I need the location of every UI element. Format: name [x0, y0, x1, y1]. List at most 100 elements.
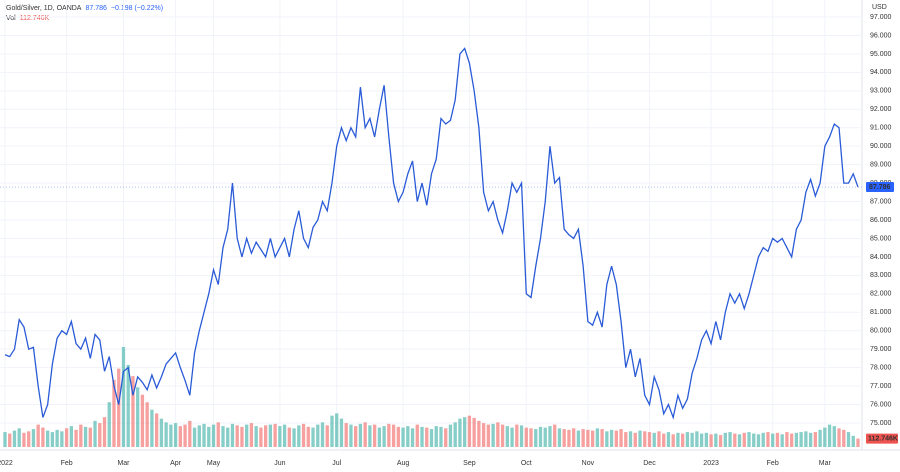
volume-bar: [785, 432, 789, 447]
volume-bar: [98, 423, 102, 447]
x-tick-label: May: [207, 460, 221, 467]
volume-bar: [704, 432, 709, 447]
volume-bar: [420, 426, 424, 447]
volume-bar: [832, 426, 836, 447]
x-tick-label: Feb: [61, 460, 73, 467]
price-tag-label: 87.786: [869, 184, 891, 191]
x-tick-label: Apr: [170, 460, 182, 467]
volume-bar: [79, 424, 83, 447]
x-tick-label: Oct: [521, 460, 532, 467]
volume-bar: [609, 429, 614, 447]
volume-bar: [17, 428, 21, 447]
volume-bar: [335, 413, 339, 447]
volume-bar: [463, 417, 467, 447]
volume-bar: [178, 426, 182, 447]
volume-bar: [83, 426, 88, 447]
axis-panel: [862, 0, 900, 472]
volume-bar: [145, 402, 149, 447]
volume-bar: [297, 425, 301, 447]
volume-bar: [562, 429, 566, 447]
volume-bar: [752, 433, 756, 447]
volume-bar: [164, 422, 168, 447]
volume-bar: [429, 429, 434, 447]
volume-bar: [121, 347, 126, 447]
volume-bar: [401, 427, 405, 447]
y-tick-label: 87.000: [870, 198, 892, 205]
y-tick-label: 89.000: [870, 161, 892, 168]
volume-bar: [467, 415, 472, 447]
volume-bar: [69, 426, 74, 447]
volume-bar: [102, 417, 107, 447]
volume-bar: [553, 424, 557, 447]
volume-bar: [316, 424, 320, 447]
y-tick-label: 91.000: [870, 125, 892, 132]
volume-bar: [808, 432, 813, 447]
volume-bar: [306, 426, 310, 447]
volume-bar: [557, 428, 562, 447]
volume-bar: [377, 427, 382, 447]
volume-bar: [439, 426, 443, 447]
volume-bar: [652, 432, 656, 447]
volume-bar: [818, 429, 822, 447]
volume-bar: [240, 426, 244, 447]
volume-bar: [477, 420, 481, 447]
volume-bar: [685, 432, 690, 447]
volume-bar: [856, 438, 860, 447]
volume-bar: [789, 433, 794, 447]
currency: USD: [872, 4, 887, 11]
volume-bar: [695, 431, 699, 447]
x-tick-label: Dec: [643, 460, 656, 467]
volume-bar: [804, 431, 808, 447]
volume-bar: [150, 409, 154, 447]
volume-bar: [813, 432, 818, 447]
volume-bar: [519, 425, 524, 447]
volume-bar: [140, 394, 145, 447]
volume-bar: [22, 432, 26, 447]
y-tick-label: 95.000: [870, 51, 892, 58]
y-tick-label: 93.000: [870, 88, 892, 95]
volume-bar: [368, 425, 372, 447]
volume-bar: [93, 420, 97, 447]
volume-bar: [249, 423, 254, 447]
volume-bar: [481, 423, 486, 447]
volume-bar: [761, 432, 765, 447]
volume-bar: [581, 429, 585, 447]
x-tick-label: Mar: [819, 460, 832, 467]
volume-bar: [842, 429, 846, 447]
volume-bar: [192, 427, 197, 447]
volume-bar: [794, 432, 799, 447]
volume-bar: [534, 429, 538, 447]
volume-bar: [354, 426, 358, 447]
volume-bar: [576, 430, 581, 447]
y-tick-label: 83.000: [870, 272, 892, 279]
volume-bar: [737, 434, 742, 447]
volume-bar: [410, 428, 415, 447]
volume-bar: [88, 427, 92, 447]
volume-bar: [197, 425, 201, 447]
volume-bar: [27, 431, 31, 447]
volume-bar: [614, 430, 618, 447]
volume-bar: [235, 425, 239, 447]
volume-bar: [136, 387, 140, 447]
volume-bar: [458, 418, 462, 447]
volume-bar: [595, 428, 600, 447]
volume-bar: [325, 425, 329, 447]
volume-bar: [221, 426, 225, 447]
volume-bar: [226, 427, 230, 447]
volume-bar: [55, 429, 59, 447]
volume-bar: [188, 420, 192, 447]
volume-bar: [45, 430, 50, 447]
volume-bar: [657, 431, 661, 447]
volume-bar: [273, 423, 277, 447]
y-tick-label: 90.000: [870, 143, 892, 150]
y-tick-label: 82.000: [870, 291, 892, 298]
volume-tag: [866, 433, 898, 444]
volume-bar: [500, 424, 505, 447]
volume-bar: [183, 424, 187, 447]
volume-bar: [282, 424, 287, 447]
volume-bar: [572, 428, 576, 447]
volume-bar: [799, 432, 803, 447]
volume-bar: [633, 432, 637, 447]
volume-bar: [268, 424, 273, 447]
